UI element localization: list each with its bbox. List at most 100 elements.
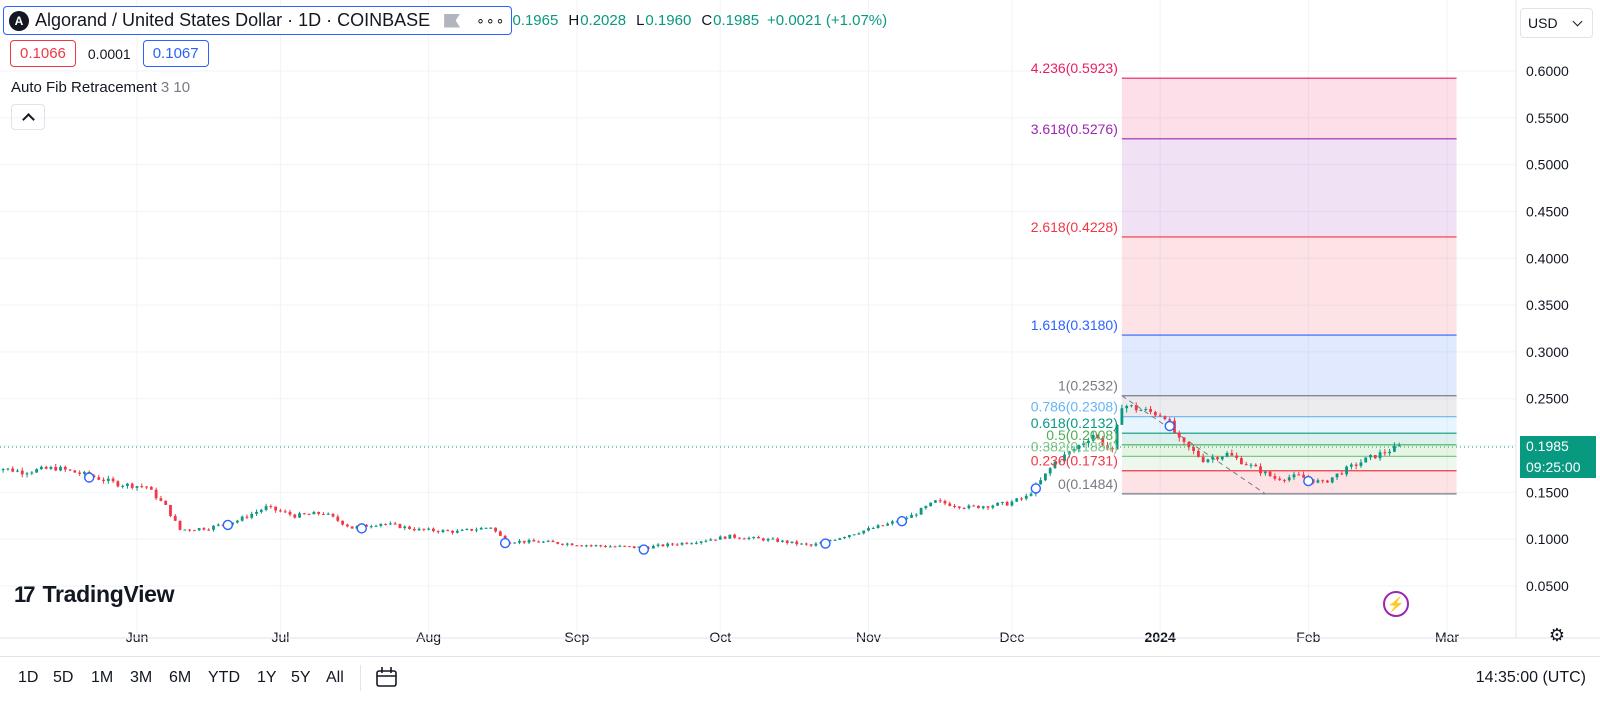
candle-body [1378, 452, 1382, 459]
fib-zone [1121, 236, 1457, 336]
range-6m-button[interactable]: 6M [169, 669, 192, 686]
fib-zone [1121, 335, 1457, 396]
range-all-button[interactable]: All [326, 669, 344, 686]
candle-body [761, 538, 765, 541]
flag-icon[interactable] [444, 13, 461, 28]
x-tick-label: Feb [1296, 629, 1320, 645]
candle-body [25, 473, 29, 475]
candle-body [11, 468, 15, 472]
x-tick-label: 2024 [1145, 629, 1176, 645]
candle-body [938, 500, 942, 502]
candle-body [250, 513, 254, 518]
candle-body [1015, 498, 1019, 502]
candle-body [1048, 468, 1052, 474]
tradingview-logo[interactable]: 17 TradingView [14, 581, 175, 608]
utc-clock[interactable]: 14:35:00 (UTC) [1475, 669, 1586, 686]
range-5d-button[interactable]: 5D [53, 669, 74, 686]
candle-body [322, 513, 325, 515]
compare-icon[interactable] [374, 665, 400, 689]
candle-body [1216, 457, 1219, 460]
y-tick-label: 0.0500 [1526, 578, 1569, 594]
candle-body [293, 514, 297, 518]
candle-body [575, 545, 579, 547]
settings-icon[interactable]: ⚙ [1548, 624, 1566, 645]
indicator-legend[interactable]: Auto Fib Retracement 3 10 [11, 79, 190, 96]
candle-body [1345, 466, 1348, 475]
fib-zone [1121, 433, 1457, 445]
fib-level-label: 1.618(0.3180) [1031, 317, 1118, 333]
candle-body [781, 540, 784, 542]
fib-zone [1121, 138, 1457, 237]
flash-icon[interactable]: ⚡ [1383, 591, 1409, 617]
candle-body [541, 541, 545, 543]
more-icon[interactable]: ∘∘∘ [476, 12, 506, 28]
candle-body [532, 540, 536, 542]
candle-body [1254, 464, 1258, 467]
fib-trend-line [1121, 395, 1266, 495]
candle-body [39, 466, 43, 470]
candle-body [44, 466, 48, 469]
event-marker [499, 537, 511, 549]
candle-body [274, 506, 278, 511]
candle-body [365, 524, 368, 527]
fib-labels: 0(0.1484) 0.236(0.1731)0.382(0.1884)0.5(0… [1031, 60, 1118, 492]
fib-level-label: 2.618(0.4228) [1031, 219, 1118, 235]
candle-body [1211, 457, 1215, 460]
candle-body [694, 542, 698, 544]
sell-button[interactable]: 0.1066 [10, 40, 76, 67]
candle-body [675, 544, 679, 546]
candle-body [910, 514, 913, 518]
currency-selector[interactable]: USD [1520, 8, 1593, 38]
range-5y-button[interactable]: 5Y [291, 669, 311, 686]
candle-body [35, 469, 38, 473]
candle-body [130, 483, 134, 488]
collapse-legend-button[interactable] [11, 104, 45, 130]
candle-body [795, 541, 799, 545]
candle-body [1182, 437, 1186, 442]
candle-body [1297, 474, 1301, 476]
candle-body [671, 543, 674, 545]
candle-body [804, 543, 808, 545]
buy-button[interactable]: 0.1067 [142, 40, 209, 67]
candle-body [326, 513, 330, 515]
candle-body [1, 469, 5, 471]
candle-body [1029, 493, 1033, 496]
candle-body [551, 540, 555, 543]
candle-body [369, 526, 373, 528]
currency-label: USD [1528, 15, 1558, 31]
candle-body [1302, 474, 1305, 478]
candle-body [408, 526, 411, 529]
range-1m-button[interactable]: 1M [91, 669, 114, 686]
candle-body [699, 541, 703, 543]
candle-body [269, 506, 273, 508]
range-ytd-button[interactable]: YTD [208, 669, 240, 686]
candle-body [685, 542, 689, 544]
price-chart[interactable]: 0(0.1484) 0.236(0.1731)0.382(0.1884)0.5(0… [0, 0, 1600, 656]
low-value: 0.1960 [645, 12, 692, 29]
candle-body [1263, 471, 1267, 474]
candle-body [972, 505, 976, 507]
symbol-selector[interactable]: A Algorand / United States Dollar · 1D ·… [3, 6, 513, 35]
range-1y-button[interactable]: 1Y [257, 669, 277, 686]
candle-body [709, 539, 713, 541]
candle-body [1235, 455, 1239, 459]
candle-body [771, 538, 775, 540]
candle-body [1168, 419, 1172, 421]
candle-body [446, 530, 450, 532]
candle-body [589, 545, 593, 547]
range-3m-button[interactable]: 3M [130, 669, 153, 686]
candle-body [962, 507, 966, 509]
candle-body [331, 513, 335, 517]
candle-body [585, 545, 588, 547]
candle-body [403, 526, 407, 529]
candle-body [1369, 455, 1372, 458]
x-tick-label: Mar [1435, 629, 1459, 645]
candle-body [766, 538, 770, 541]
candle-body [1000, 501, 1004, 503]
candle-body [6, 468, 10, 470]
candle-body [1383, 452, 1387, 454]
fib-zone [1121, 395, 1457, 417]
range-1d-button[interactable]: 1D [18, 669, 39, 686]
fib-level-label: 0.5(0.2008) [1046, 427, 1118, 443]
x-tick-label: Jun [126, 629, 149, 645]
